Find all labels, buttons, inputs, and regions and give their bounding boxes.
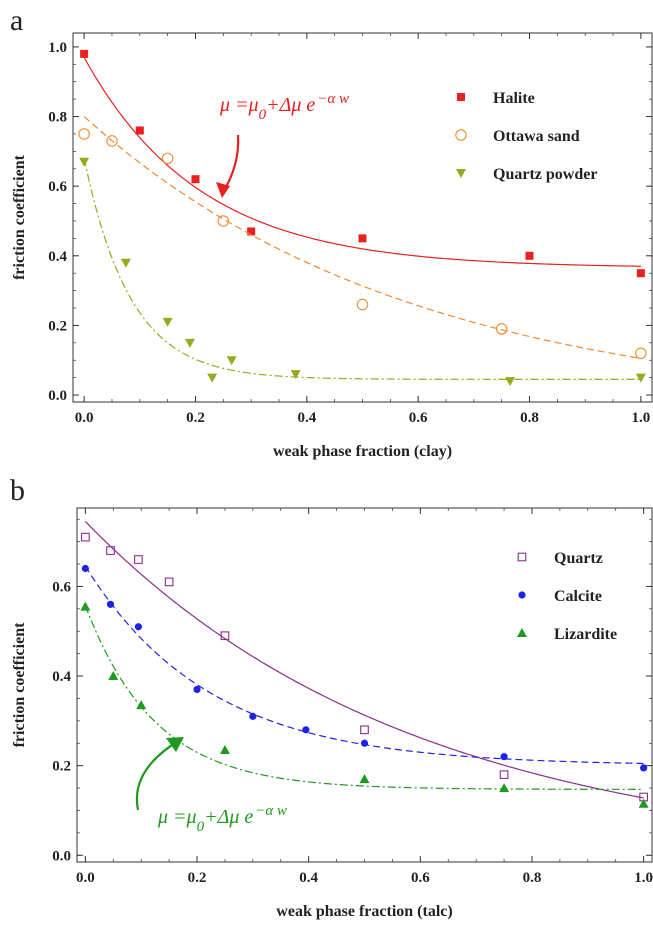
legend-label: Ottawa sand [493,128,580,145]
data-point [106,546,115,555]
data-point [500,753,508,761]
data-point [136,700,147,710]
arrow-head [166,737,184,752]
data-point [638,798,649,808]
data-point [302,726,310,734]
data-point [290,370,301,380]
legend-marker [455,129,467,141]
data-point [220,631,230,641]
data-point [495,323,508,335]
y-axis-label: friction coefficient [11,622,28,748]
data-point [359,774,370,784]
data-point [636,269,645,278]
x-tick-label: 0.8 [520,410,539,426]
data-point [635,347,647,360]
x-axis-label: weak phase fraction (talc) [276,903,452,920]
x-tick-label: 0.4 [299,870,318,886]
data-point [120,258,131,268]
data-point [108,671,119,681]
data-point [135,126,144,135]
y-axis-label: friction coefficient [11,154,28,280]
fit-curve-quartz-powder [83,158,641,380]
data-point [134,623,143,631]
data-point [249,712,257,720]
panel-label: a [10,4,23,37]
y-tick-label: 0.8 [48,110,67,126]
legend-label: Halite [493,90,535,107]
x-tick-label: 0.6 [411,870,430,886]
y-tick-label: 0.6 [52,579,71,595]
y-tick-label: 0.2 [52,759,71,775]
data-point [207,373,218,383]
annotation-arrow [135,739,181,811]
x-tick-label: 0.6 [409,410,428,426]
fit-equation: μ =μ0+Δμ e −α w [219,91,349,123]
data-point [164,577,174,587]
y-tick-label: 0.4 [48,249,67,265]
legend-marker [518,591,526,599]
y-tick-label: 0.0 [48,388,67,404]
data-point [356,298,369,311]
plot-frame [72,32,653,403]
data-point [499,783,510,793]
data-point [499,770,509,779]
data-point [106,135,118,147]
data-point [640,764,648,772]
legend-marker [517,552,527,562]
x-tick-label: 0.8 [523,870,542,886]
legend-marker [517,628,527,637]
y-tick-label: 0.4 [52,669,71,685]
y-tick-label: 0.2 [48,318,67,334]
data-point [161,152,174,165]
y-tick-label: 0.6 [48,179,67,195]
data-point [106,600,115,608]
data-point [193,685,201,694]
arrow-head [216,182,230,198]
data-point [191,175,200,184]
y-tick-label: 1.0 [48,40,67,56]
legend-label: Lizardite [554,626,617,643]
data-point [162,317,173,327]
x-tick-label: 0.2 [188,870,207,886]
legend-label: Calcite [554,588,602,605]
x-tick-label: 0.0 [75,410,94,426]
fit-equation: μ =μ0+Δμ e −α w [157,803,287,835]
legend-marker [457,93,465,101]
data-point [358,234,367,243]
data-point [184,338,195,348]
panel-label: b [10,474,25,507]
data-point [79,157,90,167]
x-axis-label: weak phase fraction (clay) [273,443,452,460]
fit-curve-halite [83,57,641,267]
x-tick-label: 0.4 [297,410,316,426]
data-point [81,564,89,573]
data-point [217,215,230,227]
legend-label: Quartz [554,550,603,567]
data-point [80,601,91,611]
data-point [525,251,534,260]
data-point [78,128,90,140]
data-point [360,739,369,747]
legend-marker [456,169,466,178]
data-point [505,377,516,387]
data-point [80,49,89,58]
y-tick-label: 0.0 [52,848,71,864]
chart-panel-a: a 0.0 0.2 0.4 0.6 0.8 1.0 0.0 0.2 0.4 0.6 0.8 1.0 wea… [10,4,653,460]
data-point [360,725,369,735]
x-tick-label: 1.0 [634,870,653,886]
data-point [219,744,230,754]
data-point [134,555,143,564]
fit-curve-ottawa-sand [83,116,641,359]
x-tick-label: 0.0 [76,870,95,886]
data-point [81,532,90,542]
chart-panel-b: b 0.0 0.2 0.4 0.6 0.8 1.0 0.0 0.2 0.4 0.6 weak phas… [10,474,653,920]
fit-curve-quartz [84,521,644,799]
x-tick-label: 0.2 [186,410,205,426]
legend-label: Quartz powder [493,166,597,183]
data-point [247,227,256,236]
data-point [226,356,237,366]
data-point [635,373,646,383]
x-tick-label: 1.0 [631,410,650,426]
